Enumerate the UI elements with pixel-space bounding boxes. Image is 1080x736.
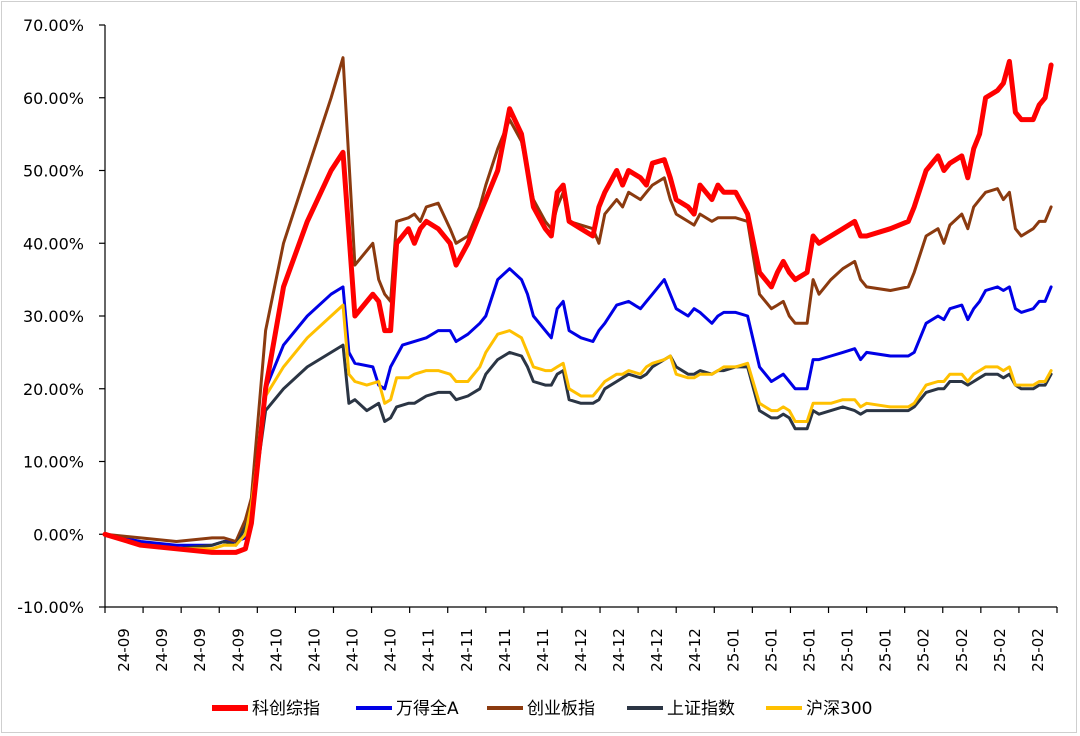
legend-label: 创业板指 [527, 699, 595, 719]
x-tick-label: 25-01 [839, 628, 857, 672]
x-tick-label: 25-02 [915, 628, 933, 672]
x-tick-label: 24-11 [420, 628, 438, 672]
x-tick-label: 25-02 [991, 628, 1009, 672]
x-tick-label: 24-12 [610, 628, 628, 672]
y-axis: 70.00% 60.00% 50.00% 40.00% 30.00% 20.00% 10.0… [17, 16, 106, 617]
legend-label: 上证指数 [667, 699, 735, 719]
x-tick-label: 24-09 [229, 628, 247, 672]
x-tick-label: 25-02 [953, 628, 971, 672]
x-tick-label: 24-12 [572, 628, 590, 672]
y-tick-label: 40.00% [23, 234, 84, 253]
series-line-4 [103, 303, 1053, 551]
x-tick-label: 24-10 [305, 628, 323, 672]
y-tick-label: 60.00% [23, 89, 84, 108]
x-tick-label: 25-01 [800, 628, 818, 672]
y-tick-label: -10.00% [17, 598, 84, 617]
y-tick-label: 70.00% [23, 16, 84, 35]
x-tick-label: 25-01 [724, 628, 742, 672]
y-tick-label: 20.00% [23, 380, 84, 399]
legend-label: 科创综指 [252, 699, 320, 719]
x-tick-label: 25-01 [762, 628, 780, 672]
legend-label: 万得全A [396, 699, 459, 719]
x-tick-label: 24-10 [344, 628, 362, 672]
series-line-0 [102, 58, 1054, 555]
x-tick-label: 24-09 [153, 628, 171, 672]
series-line-1 [103, 267, 1053, 547]
x-tick-label: 24-11 [534, 628, 552, 672]
x-tick-label: 24-12 [686, 628, 704, 672]
y-tick-label: 10.00% [23, 453, 84, 472]
y-tick-label: 30.00% [23, 307, 84, 326]
series-lines [102, 56, 1054, 555]
series-line-3 [103, 343, 1053, 551]
y-tick-label: 0.00% [33, 525, 84, 544]
x-tick-label: 24-12 [648, 628, 666, 672]
x-tick-label: 24-10 [382, 628, 400, 672]
x-tick-label: 25-01 [877, 628, 895, 672]
x-tick-label: 24-11 [496, 628, 514, 672]
x-tick-label: 24-09 [191, 628, 209, 672]
x-tick-label: 24-11 [458, 628, 476, 672]
legend-label: 沪深300 [806, 699, 872, 719]
x-axis: 24-09 24-09 24-09 24-09 24-10 24-10 24-10 24-10… [104, 606, 1058, 672]
x-tick-label: 24-09 [115, 628, 133, 672]
x-tick-label: 25-02 [1029, 628, 1047, 672]
x-tick-label: 24-10 [267, 628, 285, 672]
y-tick-label: 50.00% [23, 162, 84, 181]
series-line-2 [103, 56, 1053, 543]
legend: 科创综指 万得全A 创业板指 上证指数 沪深300 [212, 699, 872, 719]
